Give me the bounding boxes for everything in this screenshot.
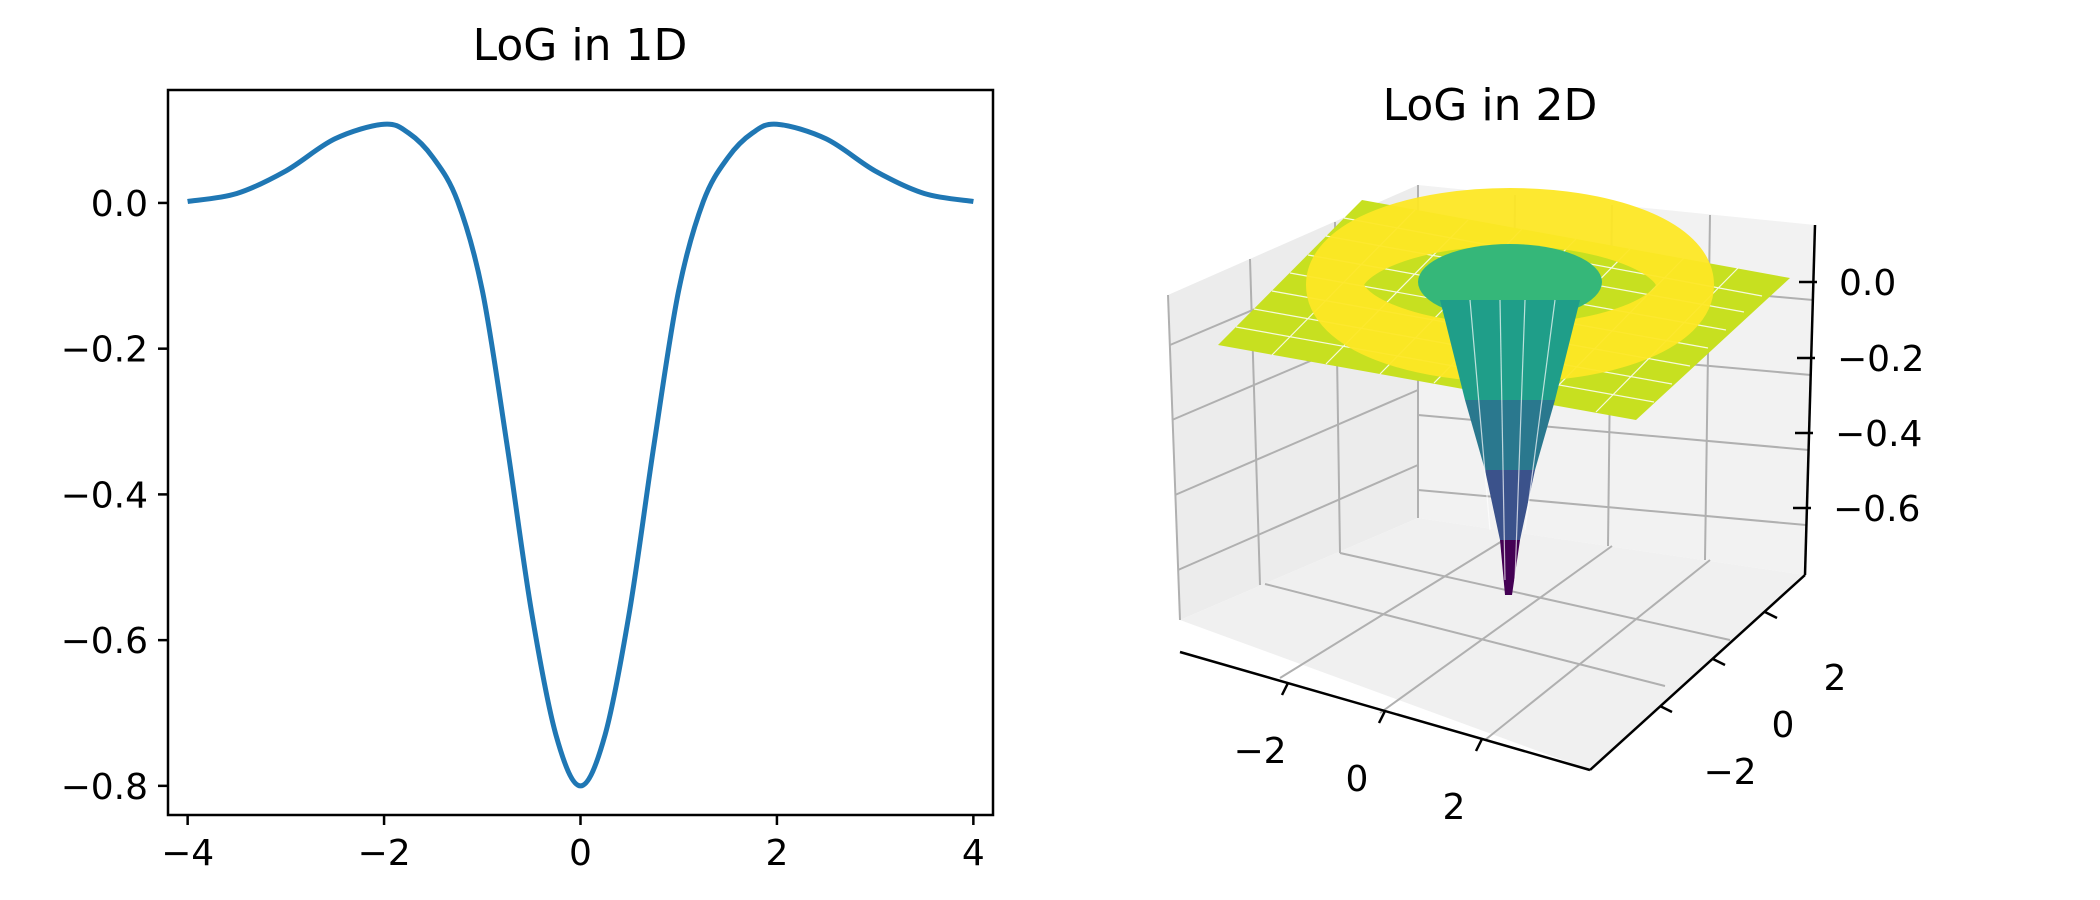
y-axis-3d-ticks: 20 −2 (1659, 610, 1847, 793)
y-tick-label: −0.2 (61, 330, 148, 371)
line-chart: LoG in 1D −4 −2 0 2 4 0.0 −0.2 −0.4 −0.6 −0.8 (61, 20, 995, 874)
y-axis-ticks: 0.0 −0.2 −0.4 −0.6 −0.8 (61, 184, 168, 808)
y-axis-3d: 20 −2 (1589, 574, 1847, 793)
y3d-tick-mark (1764, 610, 1778, 620)
z-tick-label: −0.4 (1835, 414, 1922, 455)
x-tick-label: 2 (765, 833, 788, 874)
surface-chart-title: LoG in 2D (1383, 80, 1598, 131)
y3d-tick-mark (1659, 704, 1673, 714)
line-chart-frame (166, 88, 995, 817)
x3d-tick-mark (1377, 710, 1387, 724)
y-tick-label: −0.4 (61, 475, 148, 516)
y-tick-label: 0.0 (91, 184, 148, 225)
z-tick-label: −0.2 (1837, 339, 1924, 380)
x-tick-label: −4 (161, 833, 214, 874)
x-axis-ticks: −4 −2 0 2 4 (161, 815, 985, 874)
y-tick-label: −0.6 (61, 621, 148, 662)
x-tick-label: −2 (358, 833, 411, 874)
x-axis-3d-ticks: −2 0 2 (1233, 682, 1484, 828)
x3d-tick-label: 2 (1443, 787, 1466, 828)
surface-funnel (1418, 244, 1602, 595)
z-tick-label: −0.6 (1833, 489, 1920, 530)
y3d-tick-mark (1712, 657, 1726, 667)
x-axis-3d: −2 0 2 (1179, 650, 1591, 828)
x3d-tick-mark (1474, 738, 1484, 752)
x3d-tick-label: 0 (1346, 759, 1369, 800)
y3d-tick-label: 2 (1824, 658, 1847, 699)
y3d-tick-label: −2 (1703, 752, 1756, 793)
floor-pane (1180, 518, 1805, 770)
y-tick-label: −0.8 (61, 767, 148, 808)
series-line (187, 121, 974, 789)
x-tick-label: 4 (962, 833, 985, 874)
z-axis: 0.0 −0.2 −0.4 −0.6 (1793, 224, 1924, 576)
line-chart-title: LoG in 1D (473, 20, 688, 71)
z-tick-label: 0.0 (1839, 263, 1896, 304)
z-axis-ticks: 0.0 −0.2 −0.4 −0.6 (1793, 263, 1924, 530)
x3d-tick-label: −2 (1233, 731, 1286, 772)
y3d-tick-label: 0 (1772, 705, 1795, 746)
x-tick-label: 0 (569, 833, 592, 874)
x3d-tick-mark (1280, 682, 1290, 696)
surface-chart: LoG in 2D (1167, 80, 1924, 828)
